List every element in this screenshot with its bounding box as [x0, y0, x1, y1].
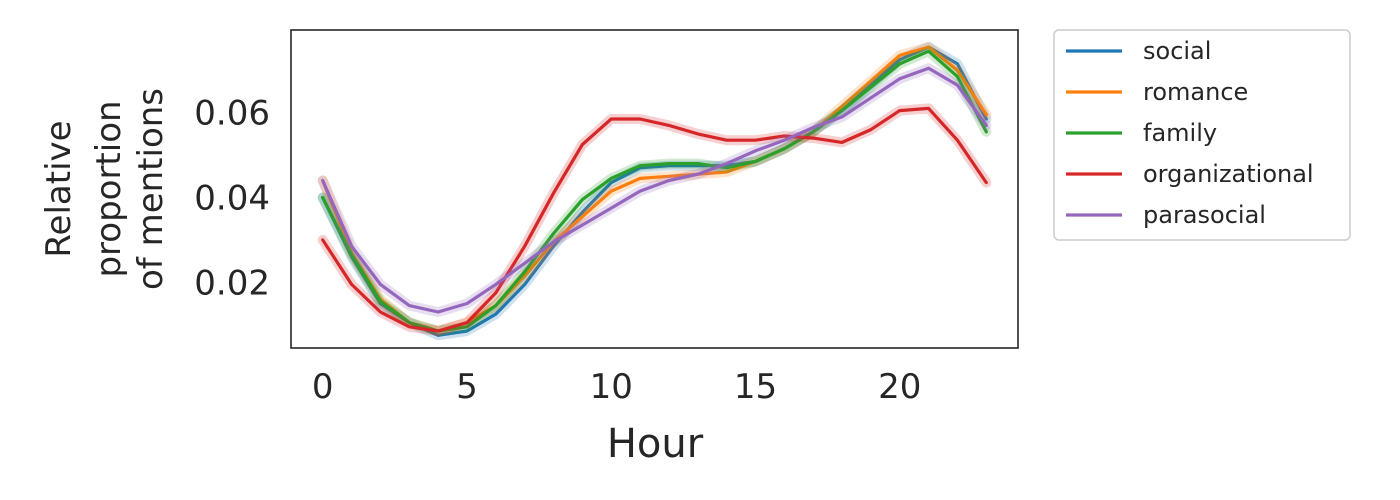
- legend-item-family: family: [1066, 119, 1217, 147]
- x-tick-label: 0: [312, 367, 334, 407]
- series-line-organizational: [321, 106, 988, 333]
- series-line-social: [321, 45, 988, 337]
- y-tick-label: 0.06: [194, 94, 270, 134]
- plot-frame: [290, 29, 1019, 349]
- legend-item-social: social: [1066, 37, 1211, 65]
- y-axis-ticks: 0.02 0.04 0.06: [194, 94, 270, 304]
- series-band-parasocial: [317, 63, 992, 317]
- series-band-organizational: [317, 103, 992, 336]
- y-axis-title: Relative proportion of mentions: [39, 88, 171, 290]
- series-line-parasocial: [321, 66, 988, 314]
- x-tick-label: 10: [590, 367, 633, 407]
- x-axis-ticks: 0 5 10 15 20: [312, 367, 921, 407]
- y-axis-title-line-3: of mentions: [131, 88, 171, 290]
- y-axis-title-line-1: Relative: [39, 120, 79, 257]
- legend-item-parasocial: parasocial: [1066, 201, 1266, 229]
- x-tick-label: 15: [734, 367, 777, 407]
- y-tick-label: 0.04: [194, 179, 270, 219]
- y-tick-label: 0.02: [194, 263, 270, 303]
- legend-item-organizational: organizational: [1066, 160, 1314, 188]
- legend: social romance family organizational parasoc…: [1053, 29, 1351, 241]
- legend-label: romance: [1143, 78, 1248, 106]
- x-axis-title: Hour: [607, 421, 704, 467]
- x-tick-label: 5: [456, 367, 478, 407]
- legend-label: family: [1143, 119, 1217, 147]
- legend-item-romance: romance: [1066, 78, 1248, 106]
- legend-frame: [1053, 29, 1351, 241]
- y-axis-title-line-2: proportion: [89, 100, 129, 277]
- legend-label: social: [1143, 37, 1211, 65]
- x-tick-label: 20: [878, 367, 921, 407]
- legend-label: organizational: [1143, 160, 1314, 188]
- series-layer: [317, 42, 992, 341]
- legend-label: parasocial: [1143, 201, 1266, 229]
